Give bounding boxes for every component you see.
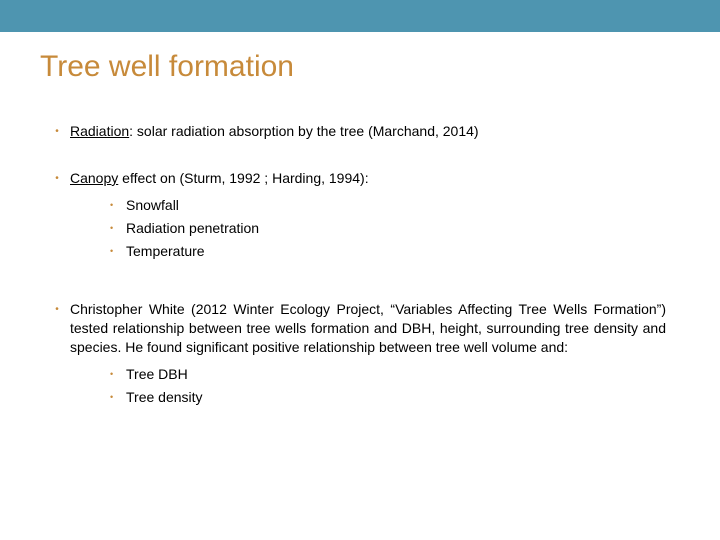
sub-item: • Snowfall [110,196,666,215]
bullet-dot: • [54,305,60,315]
bullet-rest: : solar radiation absorption by the tree… [129,123,478,139]
sub-text: Radiation penetration [126,219,666,238]
sub-dot: • [110,370,116,379]
sub-dot: • [110,247,116,256]
bullet-text: Radiation: solar radiation absorption by… [70,122,666,141]
bullet-lead: Canopy [70,170,118,186]
sublist: • Tree DBH • Tree density [54,365,666,407]
bullet-item: • Canopy effect on (Sturm, 1992 ; Hardin… [54,169,666,188]
sub-item: • Radiation penetration [110,219,666,238]
sublist: • Snowfall • Radiation penetration • Tem… [54,196,666,261]
sub-item: • Tree DBH [110,365,666,384]
sub-item: • Tree density [110,388,666,407]
bullet-lead: Christopher White (2012 Winter Ecology P… [70,301,666,355]
sub-dot: • [110,224,116,233]
bullet-text: Canopy effect on (Sturm, 1992 ; Harding,… [70,169,666,188]
sub-dot: • [110,393,116,402]
bullet-dot: • [54,127,60,137]
sub-text: Snowfall [126,196,666,215]
bullet-text: Christopher White (2012 Winter Ecology P… [70,300,666,357]
sub-text: Temperature [126,242,666,261]
bullet-item: • Christopher White (2012 Winter Ecology… [54,300,666,357]
bullet-dot: • [54,174,60,184]
sub-dot: • [110,201,116,210]
bullet-rest: effect on (Sturm, 1992 ; Harding, 1994): [118,170,368,186]
bullet-item: • Radiation: solar radiation absorption … [54,122,666,141]
sub-text: Tree density [126,388,666,407]
bullet-lead: Radiation [70,123,129,139]
page-title: Tree well formation [0,32,720,90]
sub-item: • Temperature [110,242,666,261]
sub-text: Tree DBH [126,365,666,384]
top-accent-bar [0,0,720,32]
content-area: • Radiation: solar radiation absorption … [0,90,720,407]
